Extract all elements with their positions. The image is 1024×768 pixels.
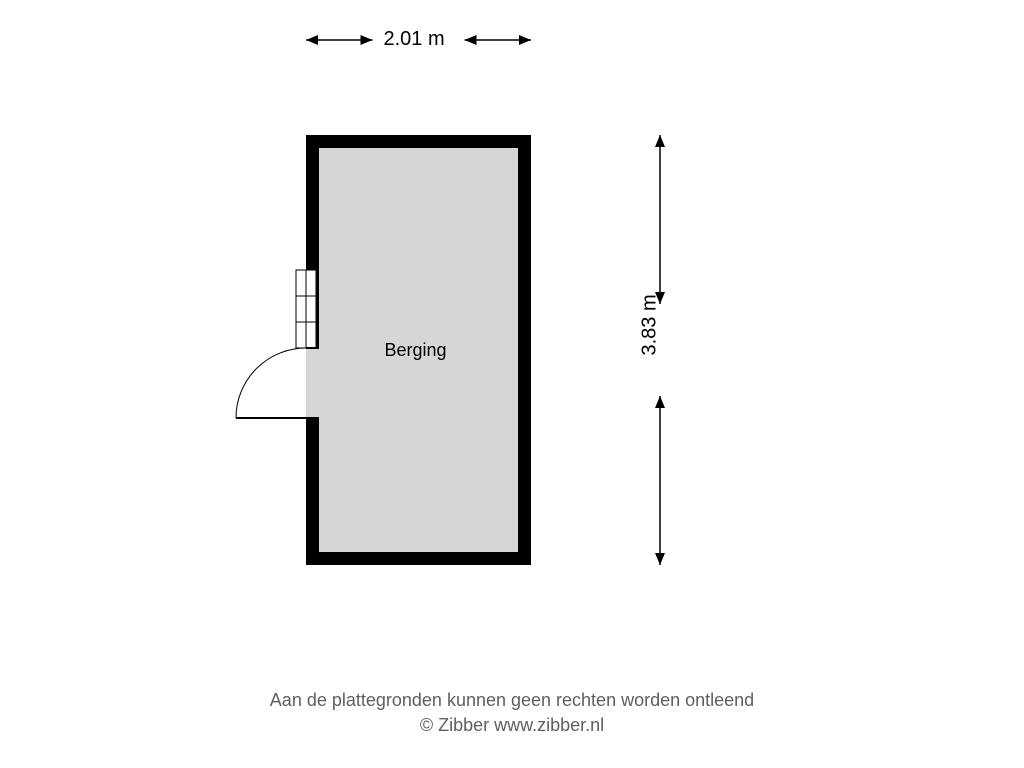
footer-copyright: © Zibber www.zibber.nl <box>0 713 1024 738</box>
room-label: Berging <box>385 340 447 361</box>
dimension-width-label: 2.01 m <box>384 28 445 51</box>
dimension-height-label: 3.83 m <box>639 294 662 355</box>
footer-disclaimer: Aan de plattegronden kunnen geen rechten… <box>0 688 1024 713</box>
floorplan-svg <box>0 0 1024 768</box>
footer: Aan de plattegronden kunnen geen rechten… <box>0 688 1024 738</box>
